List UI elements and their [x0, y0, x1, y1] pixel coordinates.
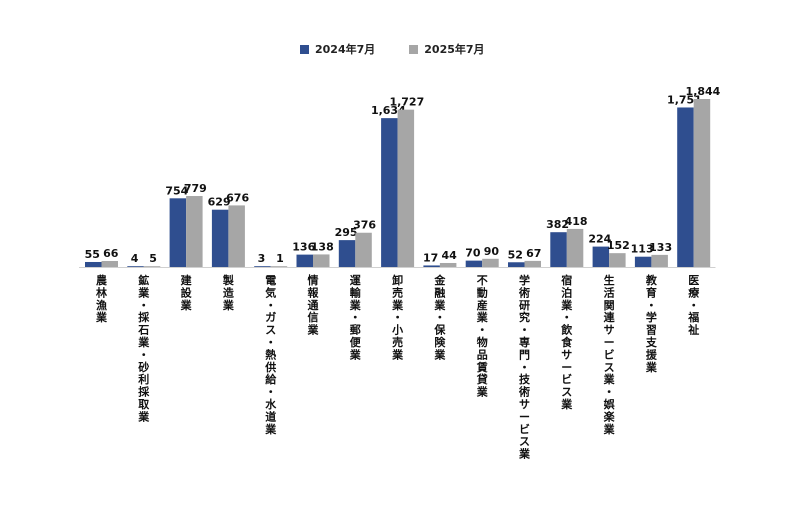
- bar-2024-3: [211, 209, 229, 267]
- category-label-10: 学術研究・専門・技術サービス業: [518, 273, 531, 461]
- value-label-2025-13: 133: [649, 241, 672, 254]
- value-label-2025-2: 779: [184, 182, 207, 195]
- value-label-2024-7: 1,634: [371, 104, 406, 117]
- value-label-2025-3: 676: [226, 191, 249, 204]
- value-label-2025-5: 138: [311, 240, 334, 253]
- bar-2024-2: [169, 198, 187, 267]
- bar-2025-6: [355, 232, 372, 267]
- category-label-5: 情報通信業: [307, 273, 320, 337]
- category-label-14: 医療・福祉: [687, 274, 700, 337]
- legend-item-2025: 2025年7月: [409, 41, 485, 57]
- bar-2024-14: [677, 107, 694, 267]
- bar-2025-5: [313, 254, 330, 267]
- value-label-2025-7: 1,727: [389, 96, 424, 109]
- category-label-3: 製造業: [222, 273, 235, 312]
- bar-2024-4: [254, 266, 271, 267]
- value-label-2024-2: 754: [165, 184, 188, 197]
- bar-2024-11: [550, 232, 567, 267]
- value-label-2024-11: 382: [546, 218, 569, 231]
- bar-2024-6: [338, 240, 356, 267]
- value-label-2024-13: 113: [631, 243, 654, 256]
- value-label-2024-4: 3: [258, 252, 266, 265]
- bar-2024-0: [85, 261, 102, 267]
- legend-swatch-2024: [300, 44, 309, 54]
- legend-label-2025: 2025年7月: [424, 43, 485, 56]
- category-label-7: 卸売業・小売業: [391, 273, 404, 361]
- bar-2025-12: [609, 253, 626, 267]
- legend-item-2024: 2024年7月: [300, 41, 375, 57]
- category-label-8: 金融業・保険業: [433, 273, 446, 361]
- legend-label-2024: 2024年7月: [315, 43, 376, 56]
- legend-swatch-2025: [409, 44, 419, 54]
- value-label-2025-4: 1: [276, 252, 284, 265]
- bar-2025-9: [482, 258, 499, 267]
- bar-2024-1: [127, 266, 144, 267]
- category-label-0: 農林漁業: [95, 273, 108, 324]
- bar-2025-7: [397, 109, 415, 267]
- legend: 2024年7月 2025年7月: [300, 41, 485, 57]
- value-label-2024-6: 295: [335, 226, 358, 239]
- bar-2024-5: [296, 254, 313, 267]
- value-label-2024-8: 17: [423, 251, 438, 264]
- value-label-2024-10: 52: [508, 248, 523, 261]
- value-label-2025-9: 90: [484, 245, 500, 258]
- category-label-13: 教育・学習支援業: [645, 273, 658, 374]
- value-label-2024-5: 136: [292, 241, 315, 254]
- category-label-1: 鉱業・採石業・砂利採取業: [137, 273, 150, 423]
- bar-2024-7: [381, 118, 398, 267]
- value-label-2024-12: 224: [588, 233, 611, 246]
- value-label-2025-10: 67: [526, 247, 541, 260]
- category-label-9: 不動産業・物品賃貸業: [476, 274, 489, 399]
- category-label-11: 宿泊業・飲食サービス業: [560, 273, 573, 411]
- value-label-2025-11: 418: [565, 215, 588, 228]
- bar-2025-0: [101, 260, 118, 267]
- value-label-2025-6: 376: [353, 219, 376, 232]
- bar-2025-13: [651, 254, 668, 267]
- category-label-6: 運輸業・郵便業: [349, 274, 362, 361]
- bar-2025-4: [270, 266, 288, 267]
- bar-2024-12: [592, 246, 610, 267]
- bar-2025-3: [228, 205, 245, 267]
- bar-2025-2: [186, 196, 203, 267]
- value-label-2024-14: 1,751: [667, 93, 702, 106]
- bar-2024-9: [465, 260, 483, 267]
- value-label-2025-8: 44: [441, 249, 457, 262]
- value-label-2025-12: 152: [607, 239, 630, 252]
- value-label-2024-1: 4: [131, 252, 139, 265]
- bar-2025-14: [693, 99, 711, 267]
- category-label-4: 電気・ガス・熱供給・水道業: [264, 274, 277, 436]
- value-label-2025-0: 66: [103, 247, 119, 260]
- value-label-2024-9: 70: [465, 247, 481, 260]
- value-label-2025-14: 1,844: [686, 85, 721, 98]
- value-label-2024-0: 55: [85, 248, 100, 261]
- bar-2024-10: [508, 262, 525, 267]
- bar-2024-8: [423, 265, 440, 267]
- bar-2025-10: [524, 260, 541, 267]
- category-label-2: 建設業: [180, 273, 193, 312]
- bar-2024-13: [634, 256, 652, 267]
- bar-2025-11: [566, 228, 584, 267]
- category-label-12: 生活関連サービス業・娯楽業: [603, 273, 616, 436]
- value-label-2025-1: 5: [149, 252, 157, 265]
- bar-2025-1: [143, 266, 161, 267]
- value-label-2024-3: 629: [208, 196, 231, 209]
- bar-2025-8: [439, 262, 457, 267]
